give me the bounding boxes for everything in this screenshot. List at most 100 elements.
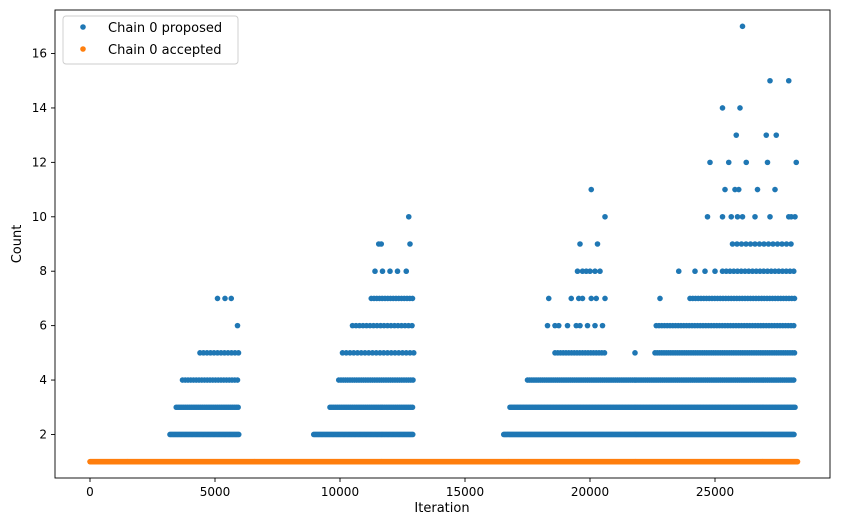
data-point bbox=[632, 350, 638, 356]
x-tick-label: 0 bbox=[86, 485, 94, 499]
data-point bbox=[601, 350, 608, 356]
data-point bbox=[555, 322, 562, 329]
data-point bbox=[737, 105, 743, 111]
data-point bbox=[235, 404, 241, 411]
data-point bbox=[588, 186, 595, 193]
data-point bbox=[409, 295, 416, 302]
x-tick-label: 10000 bbox=[321, 485, 359, 499]
data-point bbox=[763, 132, 770, 138]
x-axis-ticks: 0 5000 10000 15000 20000 25000 bbox=[86, 478, 734, 499]
data-point bbox=[792, 213, 798, 220]
data-point bbox=[790, 377, 797, 383]
data-point bbox=[743, 241, 749, 247]
y-axis-ticks: 2 4 6 8 10 12 14 16 bbox=[32, 47, 55, 441]
data-point bbox=[564, 322, 571, 329]
data-point bbox=[602, 213, 608, 220]
data-point bbox=[577, 241, 583, 247]
axes-background bbox=[55, 10, 830, 478]
data-point bbox=[728, 213, 735, 220]
data-point bbox=[657, 295, 663, 302]
data-point bbox=[593, 295, 600, 302]
data-point bbox=[235, 350, 242, 356]
data-point bbox=[599, 322, 606, 329]
data-point bbox=[791, 431, 797, 438]
data-point bbox=[592, 268, 598, 275]
data-point bbox=[764, 159, 771, 166]
y-tick-label: 12 bbox=[32, 155, 47, 169]
data-point bbox=[783, 241, 790, 247]
data-point bbox=[544, 322, 551, 329]
data-point bbox=[675, 268, 682, 275]
data-point bbox=[772, 186, 778, 193]
x-tick-label: 5000 bbox=[200, 485, 231, 499]
data-point bbox=[409, 431, 416, 438]
x-tick-label: 20000 bbox=[571, 485, 609, 499]
data-point bbox=[375, 241, 382, 247]
data-point bbox=[584, 322, 591, 329]
data-point bbox=[770, 241, 776, 247]
data-point bbox=[719, 213, 726, 220]
data-point bbox=[774, 241, 781, 247]
data-point bbox=[790, 268, 797, 275]
data-point bbox=[747, 241, 754, 247]
data-point bbox=[372, 268, 378, 275]
data-point bbox=[410, 350, 417, 356]
data-point bbox=[793, 159, 800, 166]
data-point bbox=[791, 295, 798, 302]
data-point bbox=[791, 350, 798, 356]
data-point bbox=[707, 159, 713, 166]
data-point bbox=[738, 241, 745, 247]
data-point bbox=[788, 241, 794, 247]
data-point bbox=[785, 77, 792, 84]
data-point bbox=[394, 268, 401, 275]
data-point bbox=[704, 213, 711, 220]
data-point bbox=[214, 295, 221, 302]
legend-marker-proposed bbox=[80, 24, 86, 30]
data-point bbox=[409, 404, 416, 411]
data-point bbox=[733, 132, 740, 138]
data-point bbox=[234, 322, 241, 329]
data-point bbox=[387, 268, 393, 275]
y-tick-label: 2 bbox=[39, 427, 47, 441]
data-point bbox=[568, 295, 575, 302]
data-point bbox=[545, 295, 552, 302]
data-point bbox=[767, 213, 773, 220]
data-point bbox=[409, 322, 415, 329]
data-point bbox=[587, 268, 593, 275]
data-point bbox=[588, 295, 595, 302]
legend-label-accepted: Chain 0 accepted bbox=[108, 43, 222, 58]
axes-frame bbox=[54, 9, 831, 479]
y-tick-label: 16 bbox=[32, 47, 47, 61]
data-point bbox=[792, 404, 798, 411]
data-point bbox=[739, 23, 746, 30]
data-point bbox=[754, 186, 761, 193]
data-point bbox=[574, 268, 581, 275]
data-point bbox=[734, 241, 740, 247]
plot-area bbox=[54, 9, 831, 479]
data-point bbox=[228, 295, 235, 302]
data-point bbox=[692, 268, 698, 275]
x-axis-label: Iteration bbox=[414, 501, 469, 516]
data-point bbox=[410, 377, 416, 383]
data-point bbox=[752, 241, 758, 247]
data-point bbox=[702, 268, 708, 275]
data-point bbox=[579, 295, 586, 302]
data-point bbox=[602, 295, 608, 302]
data-point bbox=[725, 159, 732, 166]
data-point bbox=[597, 268, 603, 275]
data-point bbox=[719, 105, 726, 111]
data-point bbox=[235, 431, 242, 438]
y-tick-label: 10 bbox=[32, 210, 47, 224]
y-tick-label: 14 bbox=[32, 101, 47, 115]
data-point bbox=[594, 241, 601, 247]
data-point bbox=[790, 322, 797, 329]
y-tick-label: 8 bbox=[39, 264, 47, 278]
data-point bbox=[743, 159, 750, 166]
data-point bbox=[767, 77, 773, 84]
data-point bbox=[712, 268, 718, 275]
data-point bbox=[722, 186, 728, 193]
data-point bbox=[379, 268, 386, 275]
data-point bbox=[739, 213, 746, 220]
x-tick-label: 25000 bbox=[696, 485, 734, 499]
